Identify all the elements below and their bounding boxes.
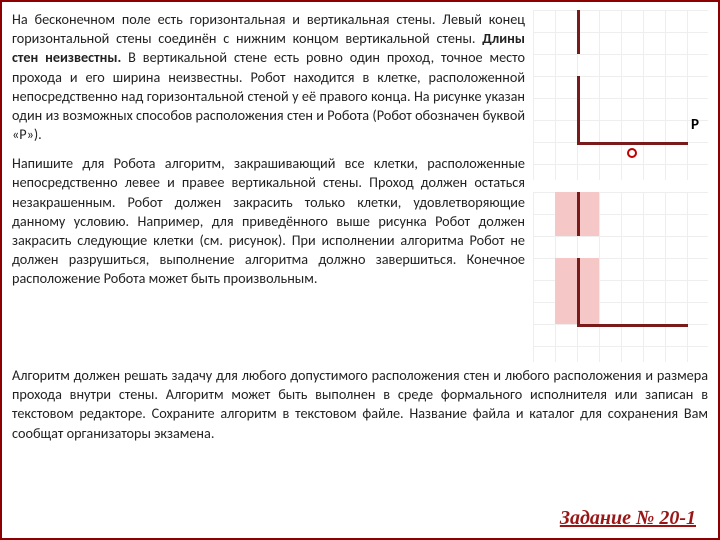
shaded-cell — [555, 192, 577, 214]
shaded-cell — [577, 302, 599, 324]
vwall-top-2 — [577, 192, 580, 236]
top-row: На бесконечном поле есть горизонтальная … — [12, 10, 708, 362]
shaded-cell — [555, 258, 577, 280]
vwall-bot-1 — [577, 76, 580, 142]
grid-bg-1 — [533, 10, 708, 180]
shaded-cell — [555, 302, 577, 324]
shaded-cell — [577, 192, 599, 214]
robot-marker — [627, 148, 637, 158]
paragraph-2: Напишите для Робота алгоритм, закрашиваю… — [12, 154, 525, 288]
text-column: На бесконечном поле есть горизонтальная … — [12, 10, 525, 362]
shaded-cell — [577, 214, 599, 236]
paragraph-1: На бесконечном поле есть горизонтальная … — [12, 10, 525, 144]
shaded-cell — [555, 280, 577, 302]
robot-label: Р — [691, 116, 699, 134]
shaded-cell — [555, 214, 577, 236]
figure-1: Р — [533, 10, 708, 180]
hwall-1 — [577, 142, 688, 145]
slide-frame: На бесконечном поле есть горизонтальная … — [0, 0, 720, 540]
hwall-2 — [577, 324, 688, 327]
vwall-bot-2 — [577, 258, 580, 324]
content-area: На бесконечном поле есть горизонтальная … — [2, 2, 718, 463]
p1-lead: На бесконечном поле есть горизонтальная … — [12, 10, 525, 47]
paragraph-3: Алгоритм должен решать задачу для любого… — [12, 366, 708, 443]
shaded-cell — [577, 280, 599, 302]
vwall-top-1 — [577, 10, 580, 54]
task-number-label: Задание № 20-1 — [560, 507, 696, 530]
figure-column: Р — [533, 10, 708, 362]
shaded-cell — [577, 258, 599, 280]
figure-2 — [533, 192, 708, 362]
